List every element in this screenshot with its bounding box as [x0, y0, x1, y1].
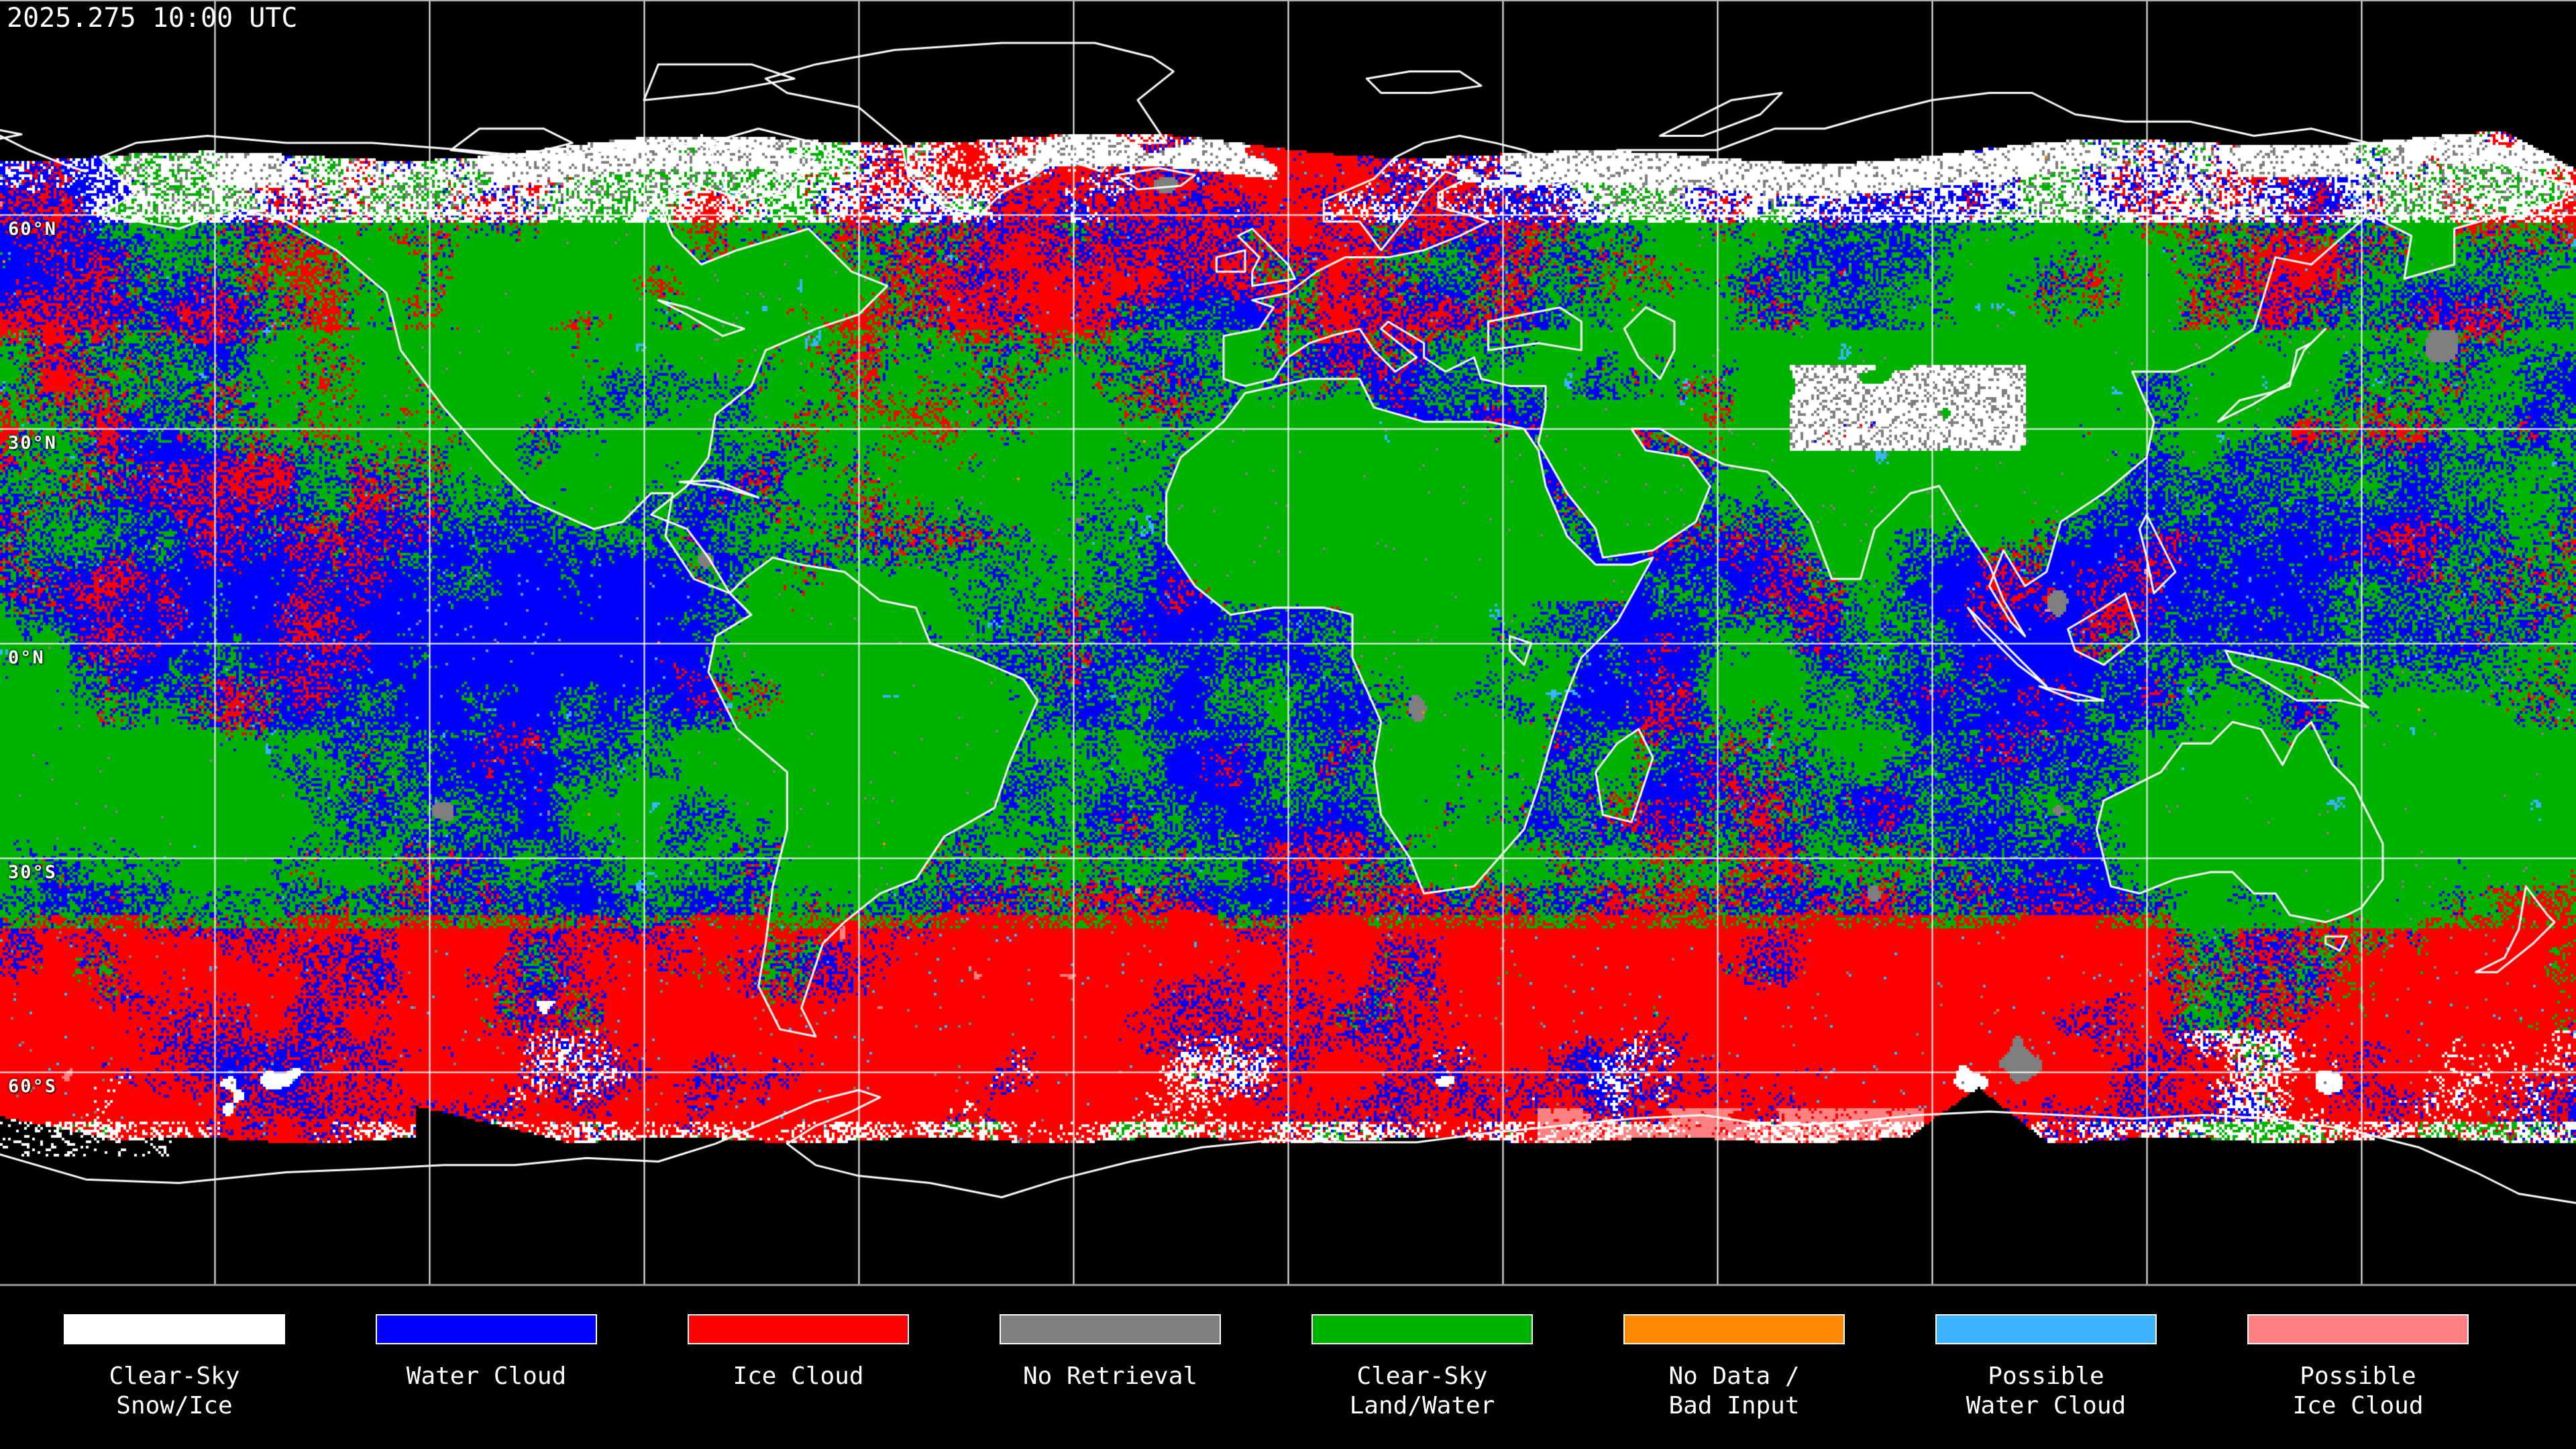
legend-label-7: Possible Ice Cloud: [2292, 1362, 2424, 1419]
legend-item-7: Possible Ice Cloud: [2247, 1287, 2469, 1449]
legend-swatch-6: [1935, 1314, 2157, 1344]
world-map: 2025.275 10:00 UTC 60°N 30°N 0°N 30°S 60°S: [0, 0, 2576, 1287]
latitude-label-30: 30°N: [8, 433, 58, 454]
latitude-label-0: 0°N: [8, 647, 45, 668]
legend-swatch-1: [376, 1314, 597, 1344]
legend-label-3: No Retrieval: [1022, 1362, 1198, 1390]
legend-item-4: Clear-Sky Land/Water: [1311, 1287, 1533, 1449]
timestamp: 2025.275 10:00 UTC: [7, 3, 298, 34]
legend-label-2: Ice Cloud: [733, 1362, 864, 1390]
legend: Clear-Sky Snow/Ice Water Cloud Ice Cloud No …: [0, 1287, 2576, 1449]
latitude-label--60: 60°S: [8, 1076, 58, 1097]
legend-swatch-2: [688, 1314, 909, 1344]
legend-label-4: Clear-Sky Land/Water: [1349, 1362, 1495, 1419]
legend-label-5: No Data / Bad Input: [1668, 1362, 1800, 1419]
legend-item-1: Water Cloud: [376, 1287, 597, 1449]
legend-item-6: Possible Water Cloud: [1935, 1287, 2157, 1449]
legend-item-3: No Retrieval: [1000, 1287, 1221, 1449]
legend-swatch-3: [1000, 1314, 1221, 1344]
legend-label-6: Possible Water Cloud: [1966, 1362, 2127, 1419]
legend-swatch-7: [2247, 1314, 2469, 1344]
legend-item-5: No Data / Bad Input: [1623, 1287, 1845, 1449]
legend-label-1: Water Cloud: [406, 1362, 567, 1390]
legend-label-0: Clear-Sky Snow/Ice: [109, 1362, 240, 1419]
legend-swatch-5: [1623, 1314, 1845, 1344]
legend-swatch-0: [64, 1314, 285, 1344]
legend-swatch-4: [1311, 1314, 1533, 1344]
latitude-label-60: 60°N: [8, 218, 58, 239]
legend-item-2: Ice Cloud: [688, 1287, 909, 1449]
cloud-classification-raster: [0, 0, 2576, 1287]
legend-item-0: Clear-Sky Snow/Ice: [64, 1287, 285, 1449]
latitude-label--30: 30°S: [8, 861, 58, 883]
